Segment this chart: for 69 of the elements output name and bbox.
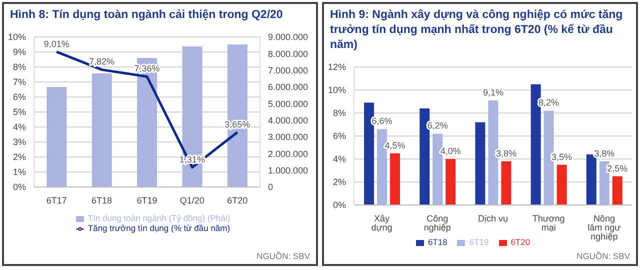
y-tick-label: 10% [8, 32, 26, 42]
x-tick-label: 6T19 [136, 195, 158, 206]
y-tick-label: 8% [332, 108, 346, 118]
y-tick-label: 7% [12, 77, 26, 88]
x-tick-label: Nông lâm ngư nghiệp [588, 213, 621, 242]
bar [599, 161, 610, 205]
data-label: 7,36% [134, 64, 160, 74]
bar [544, 110, 554, 205]
legend-label: 6T18 [428, 237, 448, 247]
text: NGUỒN: SBV [256, 251, 310, 261]
x-tick-label: 6T20 [227, 195, 248, 206]
data-label: 3,5% [552, 152, 572, 162]
y2-tick-label: 7.000.000 [268, 66, 308, 76]
x-tick-label: Xây dựng [371, 213, 392, 232]
y2-tick-label: 3.000.000 [268, 132, 308, 142]
data-label: 4,0% [440, 146, 461, 156]
chart-title: Hình 8: Tín dụng toàn ngành cải thiện trong Q2/20 [9, 8, 284, 23]
y2-tick-label: 9.000.000 [268, 32, 308, 42]
y-tick-label: 9% [12, 47, 26, 58]
data-label: 2,5% [607, 163, 628, 174]
y-tick-label: 8% [12, 62, 26, 72]
x-tick-label: 6T17 [46, 195, 67, 206]
data-label: 9,1% [482, 87, 504, 98]
y2-tick-label: 4.000.000 [268, 116, 308, 126]
data-label: 3,8% [496, 148, 516, 158]
y-tick-label: 2% [332, 177, 346, 188]
legend-label: Tín dụng toàn ngành (Tỷ đồng) (Phải) [88, 213, 230, 223]
y-tick-label: 4% [332, 154, 346, 164]
bar [586, 154, 596, 205]
y-tick-label: 10% [328, 85, 346, 96]
bar [556, 164, 567, 205]
y-tick-label: 5% [12, 107, 26, 118]
y-tick-label: 0% [12, 182, 26, 192]
x-tick-label: Thương mại [532, 213, 565, 232]
legend-label: 6T20 [510, 237, 530, 247]
legend-label: Tăng trưởng tín dụng (% từ đầu năm) [88, 223, 230, 233]
legend-label: 6T19 [469, 237, 489, 247]
y-tick-label: 6% [12, 92, 26, 102]
y-tick-label: 6% [332, 131, 346, 142]
y-tick-label: 3% [12, 137, 26, 148]
y2-tick-label: 6.000.000 [268, 82, 308, 92]
bar [488, 100, 498, 205]
text: NGUỒN: SBV [576, 251, 630, 261]
data-label: 7,82% [89, 56, 115, 67]
chart-title: Hình 9: Ngành xây dựng và công nghiệp có mức tăng trưởng tín dụng mạnh nhất trong 6T20 (% kể từ đầu năm) [329, 8, 624, 53]
x-tick-label: 6T18 [92, 195, 112, 206]
bar [390, 153, 400, 205]
y2-tick-label: 5.000.000 [268, 98, 308, 109]
x-tick-label: Công nghiệp [424, 213, 451, 232]
bar [446, 159, 456, 205]
bar [475, 122, 486, 205]
y-tick-label: 4% [12, 122, 26, 132]
x-tick-label: Q1/20 [180, 195, 204, 206]
y-tick-label: 1% [12, 167, 26, 178]
data-label: 9,01% [44, 38, 70, 49]
y2-tick-label: 8.000.000 [268, 48, 308, 59]
data-label: 3,8% [594, 148, 615, 158]
x-tick-label: Dịch vụ [478, 213, 508, 224]
bar [612, 176, 622, 205]
y-tick-label: 0% [332, 200, 346, 210]
y2-tick-label: 2.000.000 [268, 148, 308, 159]
bar [501, 161, 512, 205]
y-tick-label: 2% [12, 152, 26, 162]
data-label: 4,5% [384, 140, 406, 150]
y-tick-label: 12% [328, 62, 346, 72]
y2-tick-label: 0 [268, 182, 274, 192]
bar [46, 87, 67, 187]
bar [92, 73, 112, 187]
y2-tick-label: 1.000.000 [268, 166, 308, 176]
